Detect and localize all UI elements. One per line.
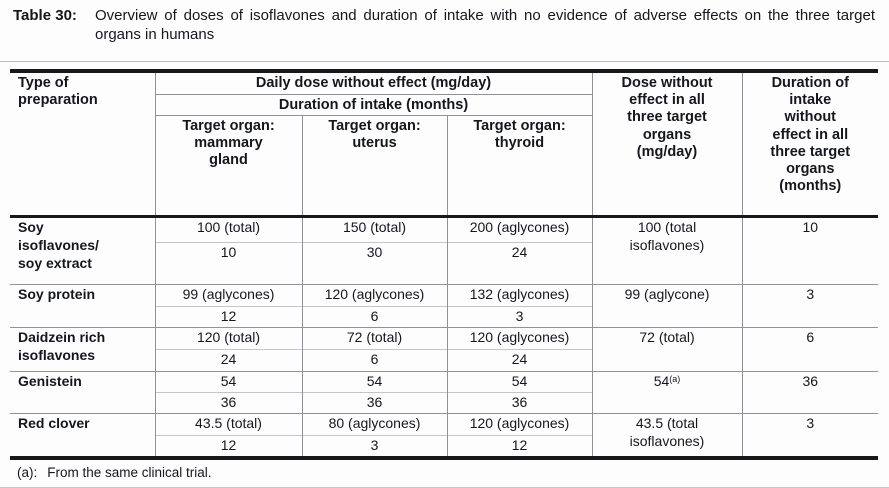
footnote: (a): From the same clinical trial.: [17, 465, 889, 480]
table-row-duration: 24 6 24: [10, 348, 878, 372]
all-organs-dose-cell: 54(a): [591, 370, 742, 414]
mammary-duration-cell: 36: [154, 391, 302, 414]
table-row-duration: 36 36 36: [10, 391, 878, 414]
thyroid-dose-cell: 54: [446, 370, 592, 393]
table-row-dose: Red clover 43.5 (total) 80 (aglycones) 120 …: [10, 412, 878, 458]
mammary-duration-cell: 10: [154, 241, 302, 285]
header-duration-group: Duration of intake (months): [154, 94, 592, 116]
table-caption-label: Table 30:: [13, 7, 77, 24]
header-type-of-preparation: Type of preparation: [10, 71, 155, 218]
table-row-duration: 12 3 12: [10, 434, 878, 458]
mammary-duration-cell: 24: [154, 348, 302, 372]
uterus-duration-cell: 6: [301, 305, 447, 328]
mammary-dose-cell: 100 (total): [154, 216, 302, 243]
preparation-cell: Genistein: [10, 370, 155, 414]
mammary-duration-cell: 12: [154, 305, 302, 328]
preparation-cell: Soy isoflavones/ soy extract: [18, 218, 99, 271]
all-organs-duration-cell: 6: [741, 326, 878, 372]
thyroid-duration-cell: 36: [446, 391, 592, 414]
all-organs-dose-cell: 43.5 (total isoflavones): [591, 412, 742, 458]
uterus-dose-cell: 120 (aglycones): [301, 283, 447, 307]
all-organs-dose-cell: 100 (total isoflavones): [591, 216, 742, 285]
table-caption-text: Overview of doses of isoflavones and dur…: [95, 7, 875, 43]
mammary-dose-cell: 54: [154, 370, 302, 393]
table-header: Type of preparation Daily dose without e…: [10, 71, 878, 218]
all-organs-duration-cell: 36: [741, 370, 878, 414]
table-caption: Table 30: Overview of doses of isoflavon…: [0, 0, 889, 44]
preparation-cell: Soy protein: [10, 283, 155, 328]
thyroid-dose-cell: 120 (aglycones): [446, 412, 592, 436]
table-row-dose: Soy isoflavones/ soy extract 100 (total) 1…: [10, 216, 878, 285]
table-row-dose: Daidzein rich isoflavones 120 (total) 72 (…: [10, 326, 878, 372]
header-daily-dose-group: Daily dose without effect (mg/day): [154, 71, 592, 95]
header-duration-all-organs: Duration of intake without effect in all…: [741, 71, 878, 218]
mammary-dose-cell: 120 (total): [154, 326, 302, 350]
header-target-organ-uterus: Target organ: uterus: [301, 115, 447, 218]
uterus-dose-cell: 80 (aglycones): [301, 412, 447, 436]
table-row-dose: Genistein 54 54 54 54(a) 36: [10, 370, 878, 414]
all-organs-duration-cell: 3: [741, 412, 878, 458]
header-dose-all-organs: Dose without effect in all three target …: [591, 71, 742, 218]
uterus-dose-cell: 72 (total): [301, 326, 447, 350]
preparation-cell: Daidzein rich isoflavones: [10, 326, 155, 372]
uterus-duration-cell: 30: [301, 241, 447, 285]
top-divider: [0, 61, 889, 63]
thyroid-duration-cell: 24: [446, 348, 592, 372]
thyroid-duration-cell: 12: [446, 434, 592, 458]
footnote-marker: (a):: [17, 464, 38, 480]
isoflavone-doses-table: Type of preparation Daily dose without e…: [10, 69, 878, 460]
mammary-dose-cell: 99 (aglycones): [154, 283, 302, 307]
table-body: Soy isoflavones/ soy extract 100 (total) 1…: [10, 216, 878, 458]
table-row-dose: Soy protein 99 (aglycones) 120 (aglycones)…: [10, 283, 878, 328]
table-row-duration: 12 6 3: [10, 305, 878, 328]
uterus-duration-cell: 3: [301, 434, 447, 458]
uterus-duration-cell: 6: [301, 348, 447, 372]
footnote-text: From the same clinical trial.: [47, 464, 212, 480]
all-organs-duration-cell: 10: [741, 216, 878, 285]
header-target-organ-thyroid: Target organ: thyroid: [446, 115, 592, 218]
thyroid-duration-cell: 3: [446, 305, 592, 328]
footnote-reference: (a): [669, 373, 681, 384]
thyroid-dose-cell: 120 (aglycones): [446, 326, 592, 350]
thyroid-duration-cell: 24: [446, 241, 592, 285]
thyroid-dose-cell: 200 (aglycones): [446, 216, 592, 243]
mammary-dose-cell: 43.5 (total): [154, 412, 302, 436]
thyroid-dose-cell: 132 (aglycones): [446, 283, 592, 307]
header-target-organ-mammary: Target organ: mammary gland: [154, 115, 302, 218]
preparation-cell: Red clover: [10, 412, 155, 458]
uterus-dose-cell: 54: [301, 370, 447, 393]
uterus-dose-cell: 150 (total): [301, 216, 447, 243]
bottom-divider: [0, 486, 889, 488]
all-organs-dose-cell: 72 (total): [591, 326, 742, 372]
all-organs-dose-cell: 99 (aglycone): [591, 283, 742, 328]
table-row-duration: 10 30 24: [10, 241, 878, 285]
all-organs-duration-cell: 3: [741, 283, 878, 328]
mammary-duration-cell: 12: [154, 434, 302, 458]
uterus-duration-cell: 36: [301, 391, 447, 414]
